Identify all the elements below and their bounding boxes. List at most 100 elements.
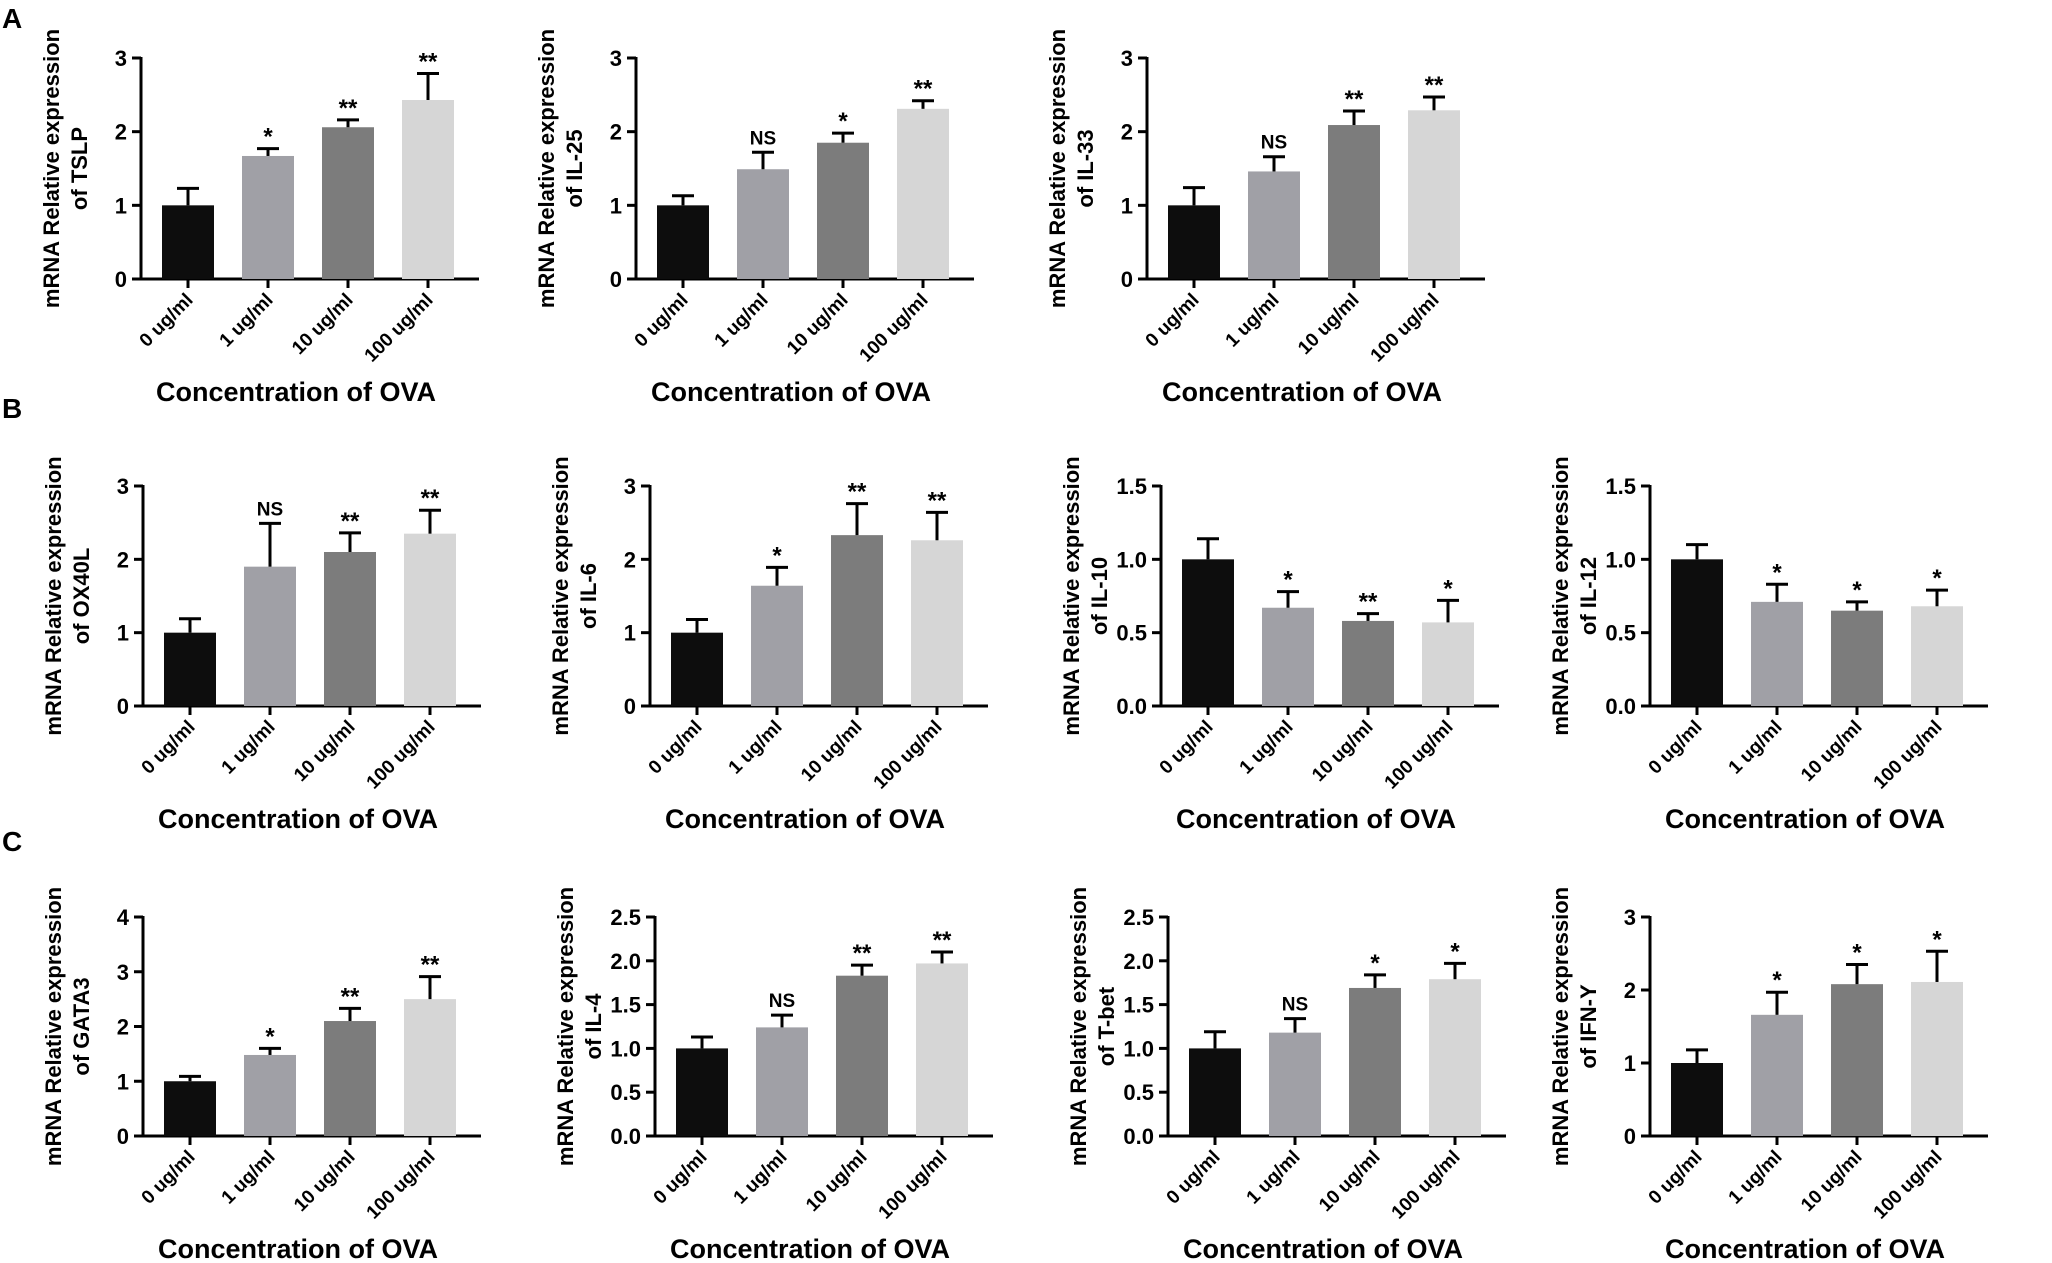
bar: [671, 632, 723, 706]
significance-label: *: [1932, 926, 1942, 953]
significance-label: NS: [1261, 133, 1287, 154]
category-label: 1 ug/ml: [725, 717, 787, 779]
bar: [1671, 1063, 1723, 1136]
bar: [737, 169, 789, 279]
y-tick-label: 0: [624, 694, 636, 719]
category-label: 10 ug/ml: [290, 717, 359, 786]
bar: [817, 142, 869, 279]
category-label: 1 ug/ml: [218, 1147, 280, 1209]
y-tick-label: 1: [1624, 1051, 1636, 1076]
category-label: 0 ug/ml: [136, 290, 198, 352]
y-axis-label: of OX40L: [69, 548, 94, 645]
category-label: 10 ug/ml: [290, 1147, 359, 1216]
significance-label: **: [1425, 72, 1444, 99]
y-tick-label: 2.0: [610, 949, 641, 974]
y-axis-label: mRNA Relative expression: [41, 887, 66, 1166]
category-label: 100 ug/ml: [361, 290, 438, 367]
chart-7: 0.0 0.5 1.0 1.5 mRNA Relative expression of I…: [1548, 456, 1988, 834]
category-label: 1 ug/ml: [1222, 290, 1284, 352]
chart-1: 0 1 2 3 mRNA Relative expression of TSLP 0 ug/…: [39, 29, 479, 407]
y-axis-label: mRNA Relative expression: [1066, 887, 1091, 1166]
category-label: 100 ug/ml: [870, 717, 947, 794]
x-axis-title: Concentration of OVA: [665, 804, 945, 834]
y-axis-label: of IL-6: [576, 563, 601, 629]
y-axis-label: of IL-33: [1073, 129, 1098, 207]
y-tick-label: 1: [117, 1069, 129, 1094]
significance-label: *: [265, 1023, 275, 1050]
y-tick-label: 2: [115, 120, 127, 145]
category-label: 100 ug/ml: [856, 290, 933, 367]
chart-3: 0 1 2 3 mRNA Relative expression of IL-33 0 ug…: [1045, 29, 1485, 407]
y-axis-label: mRNA Relative expression: [1548, 887, 1573, 1166]
y-tick-label: 2: [1624, 978, 1636, 1003]
y-tick-label: 0.5: [1605, 621, 1636, 646]
panel-letter-b: B: [2, 393, 22, 424]
bar: [751, 585, 803, 706]
category-label: 1 ug/ml: [218, 717, 280, 779]
significance-label: *: [772, 542, 782, 569]
y-axis-label: of T-bet: [1094, 986, 1119, 1066]
category-label: 10 ug/ml: [1797, 1147, 1866, 1216]
category-label: 0 ug/ml: [1163, 1147, 1225, 1209]
category-label: 1 ug/ml: [1725, 1147, 1787, 1209]
significance-label: **: [914, 76, 933, 103]
significance-label: *: [1370, 950, 1380, 977]
y-tick-label: 3: [115, 46, 127, 71]
category-label: 1 ug/ml: [1236, 717, 1298, 779]
bar: [916, 963, 968, 1136]
category-label: 1 ug/ml: [216, 290, 278, 352]
bar: [404, 533, 456, 706]
bar: [911, 540, 963, 706]
category-label: 0 ug/ml: [631, 290, 693, 352]
category-label: 1 ug/ml: [1725, 717, 1787, 779]
category-label: 10 ug/ml: [802, 1147, 871, 1216]
y-tick-label: 0.0: [1123, 1124, 1154, 1149]
category-label: 0 ug/ml: [1645, 717, 1707, 779]
y-tick-label: 0: [1624, 1124, 1636, 1149]
category-label: 10 ug/ml: [797, 717, 866, 786]
y-tick-label: 3: [610, 46, 622, 71]
category-label: 10 ug/ml: [1294, 290, 1363, 359]
y-tick-label: 2.0: [1123, 949, 1154, 974]
bar: [1671, 559, 1723, 706]
y-axis-label: mRNA Relative expression: [1045, 29, 1070, 308]
bar: [1751, 1014, 1803, 1136]
y-tick-label: 0: [115, 267, 127, 292]
bar: [1262, 607, 1314, 706]
y-axis-label: of IFN-Y: [1576, 984, 1601, 1069]
y-tick-label: 2: [610, 120, 622, 145]
category-label: 100 ug/ml: [1367, 290, 1444, 367]
bar: [164, 1081, 216, 1136]
significance-label: *: [838, 108, 848, 135]
y-axis-label: mRNA Relative expression: [553, 887, 578, 1166]
bar: [1751, 601, 1803, 706]
y-axis-label: of IL-25: [562, 129, 587, 207]
significance-label: **: [341, 983, 360, 1010]
y-axis-label: mRNA Relative expression: [548, 456, 573, 735]
significance-label: **: [419, 48, 438, 75]
x-axis-title: Concentration of OVA: [1176, 804, 1456, 834]
y-tick-label: 2: [624, 547, 636, 572]
y-tick-label: 1: [610, 193, 622, 218]
y-axis-label: of IL-10: [1087, 557, 1112, 635]
significance-label: NS: [750, 128, 776, 149]
y-tick-label: 0.5: [1116, 621, 1147, 646]
x-axis-title: Concentration of OVA: [158, 1234, 438, 1263]
x-axis-title: Concentration of OVA: [158, 804, 438, 834]
category-label: 10 ug/ml: [1315, 1147, 1384, 1216]
significance-label: **: [933, 927, 952, 954]
bar: [1911, 981, 1963, 1136]
y-tick-label: 4: [117, 905, 130, 930]
y-tick-label: 1: [115, 193, 127, 218]
bar: [1408, 110, 1460, 279]
y-axis-label: of IL-12: [1576, 557, 1601, 635]
y-tick-label: 0.0: [1116, 694, 1147, 719]
bar: [1269, 1032, 1321, 1136]
bar: [324, 552, 376, 706]
chart-4: 0 1 2 3 mRNA Relative expression of OX40L 0 ug…: [41, 456, 481, 834]
bar: [402, 99, 454, 280]
y-tick-label: 3: [624, 474, 636, 499]
y-tick-label: 1: [624, 621, 636, 646]
